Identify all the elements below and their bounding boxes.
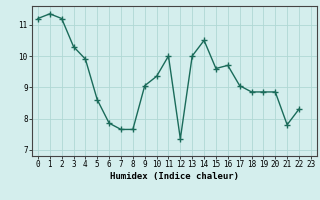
X-axis label: Humidex (Indice chaleur): Humidex (Indice chaleur) xyxy=(110,172,239,181)
